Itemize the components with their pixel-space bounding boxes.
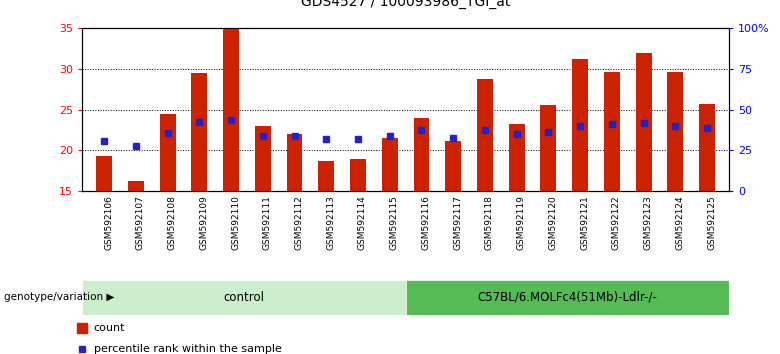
- Bar: [668, 72, 683, 191]
- Bar: [255, 126, 271, 191]
- Bar: [96, 156, 112, 191]
- Bar: [636, 53, 651, 191]
- Text: control: control: [223, 291, 264, 304]
- Bar: [318, 161, 334, 191]
- Bar: [413, 118, 430, 191]
- Bar: [191, 73, 207, 191]
- Bar: [604, 72, 620, 191]
- Text: count: count: [94, 323, 125, 333]
- Bar: [223, 28, 239, 191]
- Text: GSM592123: GSM592123: [644, 195, 653, 250]
- Text: genotype/variation ▶: genotype/variation ▶: [4, 292, 115, 302]
- Text: GSM592115: GSM592115: [390, 195, 399, 251]
- Text: GSM592112: GSM592112: [295, 195, 303, 250]
- Bar: [406, 280, 729, 315]
- Bar: [160, 114, 176, 191]
- Text: GSM592106: GSM592106: [104, 195, 113, 251]
- Text: GSM592125: GSM592125: [707, 195, 716, 250]
- Bar: [381, 138, 398, 191]
- Text: GSM592107: GSM592107: [136, 195, 145, 251]
- Bar: [573, 59, 588, 191]
- Text: GSM592108: GSM592108: [168, 195, 176, 251]
- Bar: [286, 134, 303, 191]
- Text: GSM592111: GSM592111: [263, 195, 271, 251]
- Text: GSM592118: GSM592118: [485, 195, 494, 251]
- Text: GSM592120: GSM592120: [548, 195, 558, 250]
- Bar: [509, 124, 525, 191]
- Text: GSM592113: GSM592113: [326, 195, 335, 251]
- Text: GSM592124: GSM592124: [675, 195, 684, 250]
- Text: GSM592121: GSM592121: [580, 195, 589, 250]
- Bar: [82, 280, 406, 315]
- Text: GSM592117: GSM592117: [453, 195, 463, 251]
- Bar: [699, 104, 715, 191]
- Text: GSM592110: GSM592110: [231, 195, 240, 251]
- Text: GSM592114: GSM592114: [358, 195, 367, 250]
- Bar: [477, 79, 493, 191]
- Bar: [350, 159, 366, 191]
- Bar: [541, 105, 556, 191]
- Text: GSM592122: GSM592122: [612, 195, 621, 250]
- Text: C57BL/6.MOLFc4(51Mb)-Ldlr-/-: C57BL/6.MOLFc4(51Mb)-Ldlr-/-: [477, 291, 658, 304]
- Text: GSM592109: GSM592109: [200, 195, 208, 251]
- Text: GSM592119: GSM592119: [516, 195, 526, 251]
- Text: GSM592116: GSM592116: [421, 195, 431, 251]
- Text: GDS4527 / 100093986_TGI_at: GDS4527 / 100093986_TGI_at: [301, 0, 510, 9]
- Bar: [128, 181, 144, 191]
- Bar: [445, 141, 461, 191]
- Text: percentile rank within the sample: percentile rank within the sample: [94, 344, 282, 354]
